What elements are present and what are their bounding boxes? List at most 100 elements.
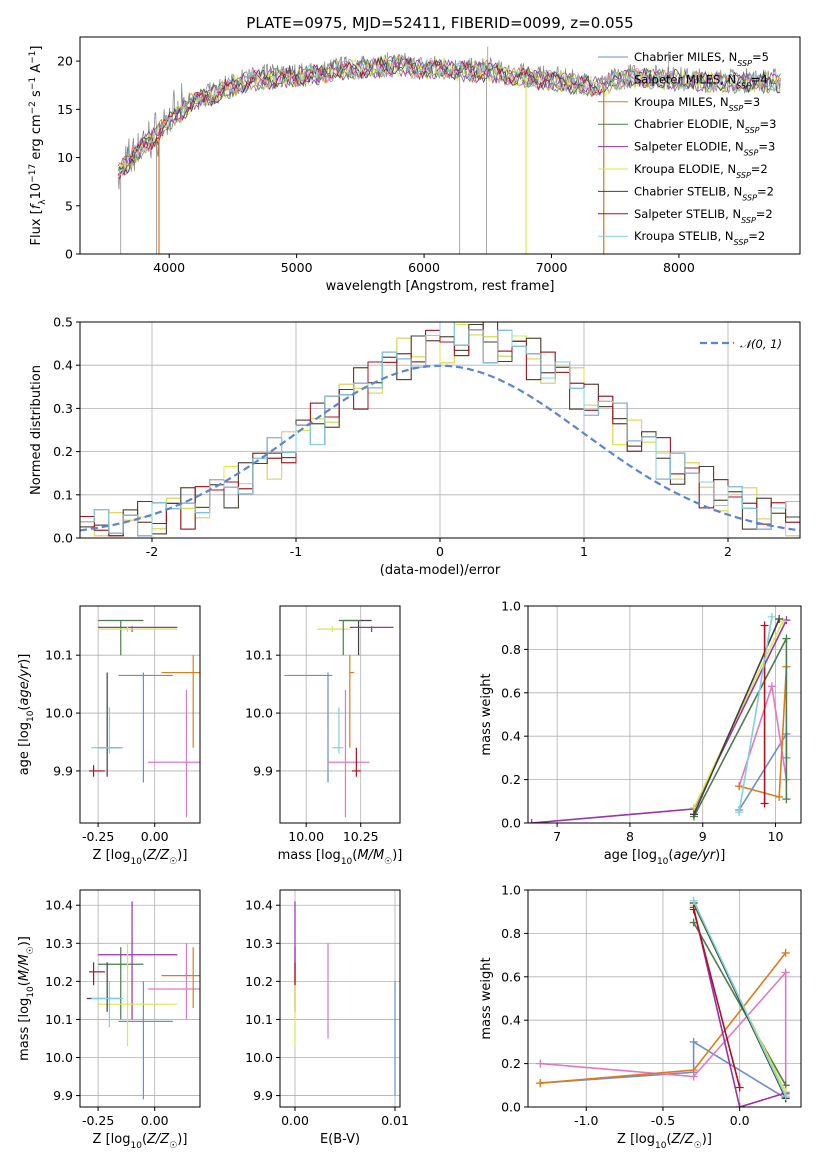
legend-label-0: Chabrier MILES, NSSP=5 — [634, 50, 769, 68]
spectrum-ytick-label-0: 0 — [65, 247, 73, 262]
label-part: ( — [352, 848, 357, 863]
massweight_vs_age-series-4 — [531, 619, 788, 823]
massweight_vs_age-marker-3-1 — [782, 634, 791, 643]
label-part: Chabrier ELODIE, N — [634, 117, 745, 131]
label-part: =5 — [752, 50, 769, 64]
label-part: E(B-V) — [320, 1132, 360, 1147]
mass_vs_EBV-xlabel: E(B-V) — [320, 1132, 360, 1147]
legend-label-6: Chabrier STELIB, NSSP=2 — [634, 184, 774, 202]
massweight_vs_Z-marker-8-1 — [781, 1092, 790, 1101]
label-part: −17 — [28, 164, 38, 183]
mass_vs_Z-frame: -0.25 0.009.910.010.110.210.310.4Z [log10… — [17, 889, 201, 1151]
spectrum-xtick-label-0: 4000 — [153, 260, 185, 275]
massweight_vs_age-marker-8-0 — [735, 808, 744, 817]
label-part: A — [29, 64, 44, 77]
massweight_vs_Z-ytick-label-2: 0.4 — [501, 1013, 521, 1028]
age_vs_mass-axes-frame — [279, 605, 401, 824]
label-part: age/yr — [673, 848, 716, 863]
massweight_vs_age-marks — [528, 612, 791, 823]
label-part: age/yr — [17, 662, 32, 705]
label-part: Kroupa MILES, N — [634, 95, 729, 109]
label-part: Kroupa ELODIE, N — [634, 162, 736, 176]
label-part: ☉ — [694, 1141, 702, 1151]
label-part: age [log — [604, 848, 657, 863]
massweight_vs_Z-series-3 — [692, 922, 787, 1086]
label-part: )] — [17, 654, 32, 664]
massweight_vs_Z-axes-frame — [527, 889, 802, 1108]
label-part: =4 — [751, 72, 768, 86]
label-part: SSP — [729, 103, 744, 112]
label-part: M/M — [17, 954, 32, 981]
label-part: age [log — [17, 722, 32, 775]
label-part: Chabrier MILES, N — [634, 50, 737, 64]
label-part: SSP — [742, 193, 757, 202]
label-part: s — [29, 90, 44, 101]
label-part: 10 — [130, 1141, 142, 1151]
age_vs_mass-xtick-label-0: 10.00 — [288, 829, 324, 844]
massweight_vs_Z-marker-8-0 — [689, 896, 698, 905]
spectrum-ytick-label-4: 20 — [57, 54, 73, 69]
label-part: Kroupa STELIB, N — [634, 229, 734, 243]
label-part: ( — [142, 848, 147, 863]
age_vs_mass-ytick-label-1: 10.0 — [245, 706, 273, 721]
spectrum-model-line-8 — [117, 54, 781, 180]
legend-label-2: Kroupa MILES, NSSP=3 — [634, 95, 760, 113]
age_vs_mass-xlabel: mass [log10(M/M☉)] — [278, 848, 403, 867]
spectrum-ytick-label-2: 10 — [57, 150, 73, 165]
mass_vs_EBV-ytick-label-1: 10.0 — [245, 1050, 273, 1065]
age_vs_mass-ytick-label-2: 10.1 — [245, 648, 273, 663]
label-part: =2 — [756, 207, 773, 221]
label-part: ( — [668, 848, 673, 863]
label-part: −1 — [28, 51, 38, 64]
massweight_vs_Z-series-4 — [692, 907, 786, 1107]
age_vs_mass-marks — [284, 619, 394, 818]
massweight_vs_age-marker-7-0 — [760, 799, 769, 808]
massweight_vs_age-series-8 — [738, 616, 773, 813]
residuals-ytick-label-3: 0.3 — [53, 401, 73, 416]
massweight_vs_Z-series-7 — [692, 909, 741, 1088]
label-part: Chabrier STELIB, N — [634, 184, 742, 198]
massweight_vs_Z-ytick-label-3: 0.6 — [501, 969, 521, 984]
label-part: Flux [ — [29, 209, 44, 245]
age_vs_Z-xtick-label-0: -0.25 — [82, 829, 114, 844]
residuals-ytick-label-0: 0.0 — [53, 531, 73, 546]
massweight_vs_Z-marker-2-0 — [536, 1079, 545, 1088]
massweight_vs_Z-xtick-label-2: 0.0 — [730, 1113, 750, 1128]
label-part: )] — [177, 1132, 187, 1147]
massweight_vs_Z-series-1 — [540, 970, 787, 1094]
label-part: 10 — [655, 1141, 667, 1151]
label-part: SSP — [737, 59, 752, 68]
massweight_vs_age-ytick-label-2: 0.4 — [501, 729, 521, 744]
residuals-xtick-label-0: -2 — [146, 544, 158, 559]
residual-legend: 𝒩(0, 1) — [700, 337, 782, 351]
residuals-xtick-label-3: 1 — [580, 544, 588, 559]
massweight_vs_age-marker-1-1 — [767, 682, 776, 691]
age_vs_Z-ylabel: age [log10(age/yr)] — [17, 654, 36, 776]
residuals-ytick-label-2: 0.2 — [53, 444, 73, 459]
massweight_vs_age-ytick-label-4: 0.8 — [501, 642, 521, 657]
massweight_vs_Z-xlabel: Z [log10(Z/Z☉)] — [617, 1132, 712, 1151]
label-part: ☉ — [169, 857, 177, 867]
massweight_vs_Z-xtick-label-1: -0.5 — [651, 1113, 675, 1128]
age_vs_Z-axes-frame — [79, 605, 201, 824]
label-part: Z [log — [617, 1132, 655, 1147]
mass_vs_Z-marks — [86, 901, 200, 1100]
label-part: SSP — [736, 171, 751, 180]
mass_vs_Z-ytick-label-1: 10.0 — [45, 1050, 73, 1065]
massweight_vs_age-xlabel: age [log10(age/yr)] — [604, 848, 726, 867]
label-part: ☉ — [384, 857, 392, 867]
label-part: 10 — [657, 857, 669, 867]
age_vs_mass-ytick-label-0: 9.9 — [253, 763, 273, 778]
label-part: 10 — [130, 857, 142, 867]
mass_vs_Z-ylabel: mass [log10(M/M☉)] — [17, 936, 36, 1061]
label-part: (data-model)/error — [380, 563, 501, 578]
age_vs_Z-ytick-label-0: 9.9 — [53, 763, 73, 778]
mass_vs_EBV-xtick-label-1: 0.01 — [381, 1113, 409, 1128]
massweight_vs_age-axes-frame — [527, 605, 802, 824]
mass_vs_Z-ytick-label-4: 10.3 — [45, 936, 73, 951]
massweight_vs_Z-panel: -1.0 -0.5 0.0 0.0 0.2 0.4 0.6 0.8 1.0 Z [log10(Z/… — [479, 883, 802, 1151]
age_vs_mass-frame: 10.00 10.25 9.9 10.0 10.1 mass [log10(M/M☉)] — [245, 605, 403, 867]
massweight_vs_Z-marker-7-0 — [689, 905, 698, 914]
